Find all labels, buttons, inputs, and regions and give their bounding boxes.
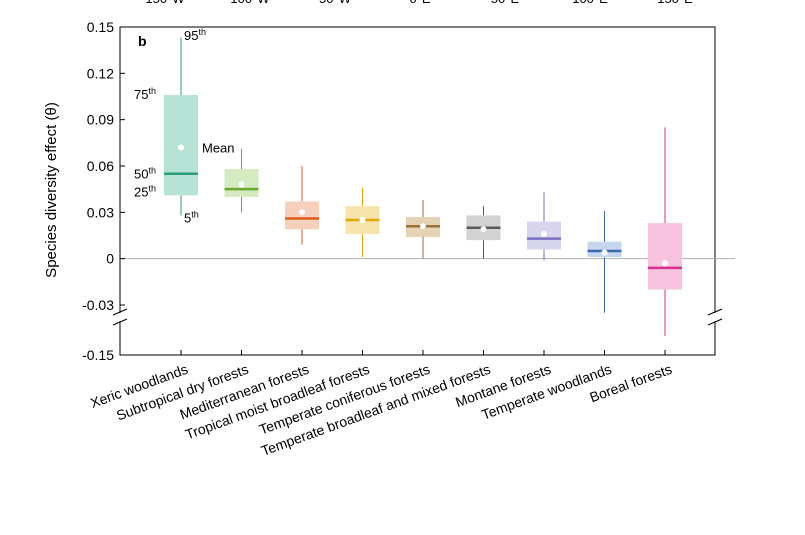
y-tick-label: 0.09 (87, 112, 114, 128)
box-1 (224, 149, 259, 213)
y-tick-label: 0.03 (87, 204, 114, 220)
top-tick-label: 50°W (319, 0, 352, 6)
annotation-25th: 25th (134, 183, 156, 199)
box-8 (648, 127, 682, 336)
y-tick-label: -0.03 (82, 297, 114, 313)
axis-break-mark (112, 308, 128, 316)
box-3 (345, 187, 380, 258)
mean-marker (359, 217, 366, 224)
y-tick-label: 0.15 (87, 19, 114, 35)
y-tick-label: 0 (106, 251, 114, 267)
box-4 (406, 199, 440, 259)
plot-frame (119, 26, 716, 356)
y-axis-label: Species diversity effect (θ) (43, 102, 60, 278)
box-7 (587, 210, 622, 313)
mean-marker (480, 226, 487, 233)
top-tick-label: 0°E (409, 0, 430, 6)
box-6 (527, 192, 561, 261)
top-tick-label: 100°E (572, 0, 608, 6)
mean-marker (541, 230, 547, 237)
box-5 (466, 206, 501, 259)
annotation-5th: 5th (184, 209, 199, 225)
mean-marker (662, 260, 668, 267)
mean-marker (420, 223, 426, 230)
mean-marker (601, 249, 608, 256)
top-tick-label: 100°W (230, 0, 270, 6)
y-tick-label: 0.12 (87, 65, 114, 81)
axis-break-mark (707, 308, 723, 316)
axis-break-mark (707, 318, 723, 326)
mean-marker (178, 144, 184, 151)
mean-marker (299, 209, 305, 216)
top-tick-label: 50°E (491, 0, 520, 6)
box-0 (164, 37, 198, 216)
top-tick-label: 150°E (657, 0, 693, 6)
box-2 (285, 166, 319, 245)
panel-label: b (138, 33, 147, 49)
y-axis: 0.15 0.12 0.09 0.06 0.03 0 -0.03 -0.15 (82, 19, 723, 363)
axis-break-gap (713, 313, 717, 321)
axis-break-gap (118, 313, 122, 321)
annotation-mean: Mean (202, 140, 235, 155)
box-iqr (285, 201, 319, 230)
axis-break-mark (112, 318, 128, 326)
mean-marker (238, 181, 245, 188)
annotation-95th: 95th (184, 27, 206, 43)
box-iqr (648, 223, 682, 290)
top-tick-label: 150°W (145, 0, 185, 6)
annotation-75th: 75th (134, 86, 156, 102)
box-iqr (587, 241, 622, 258)
y-tick-label: -0.15 (82, 347, 114, 363)
annotation-50th: 50th (134, 166, 156, 182)
boxes-group (164, 37, 682, 336)
y-tick-label: 0.06 (87, 158, 114, 174)
top-axis-tick-labels: 150°W 100°W 50°W 0°E 50°E 100°E 150°E (145, 0, 693, 6)
